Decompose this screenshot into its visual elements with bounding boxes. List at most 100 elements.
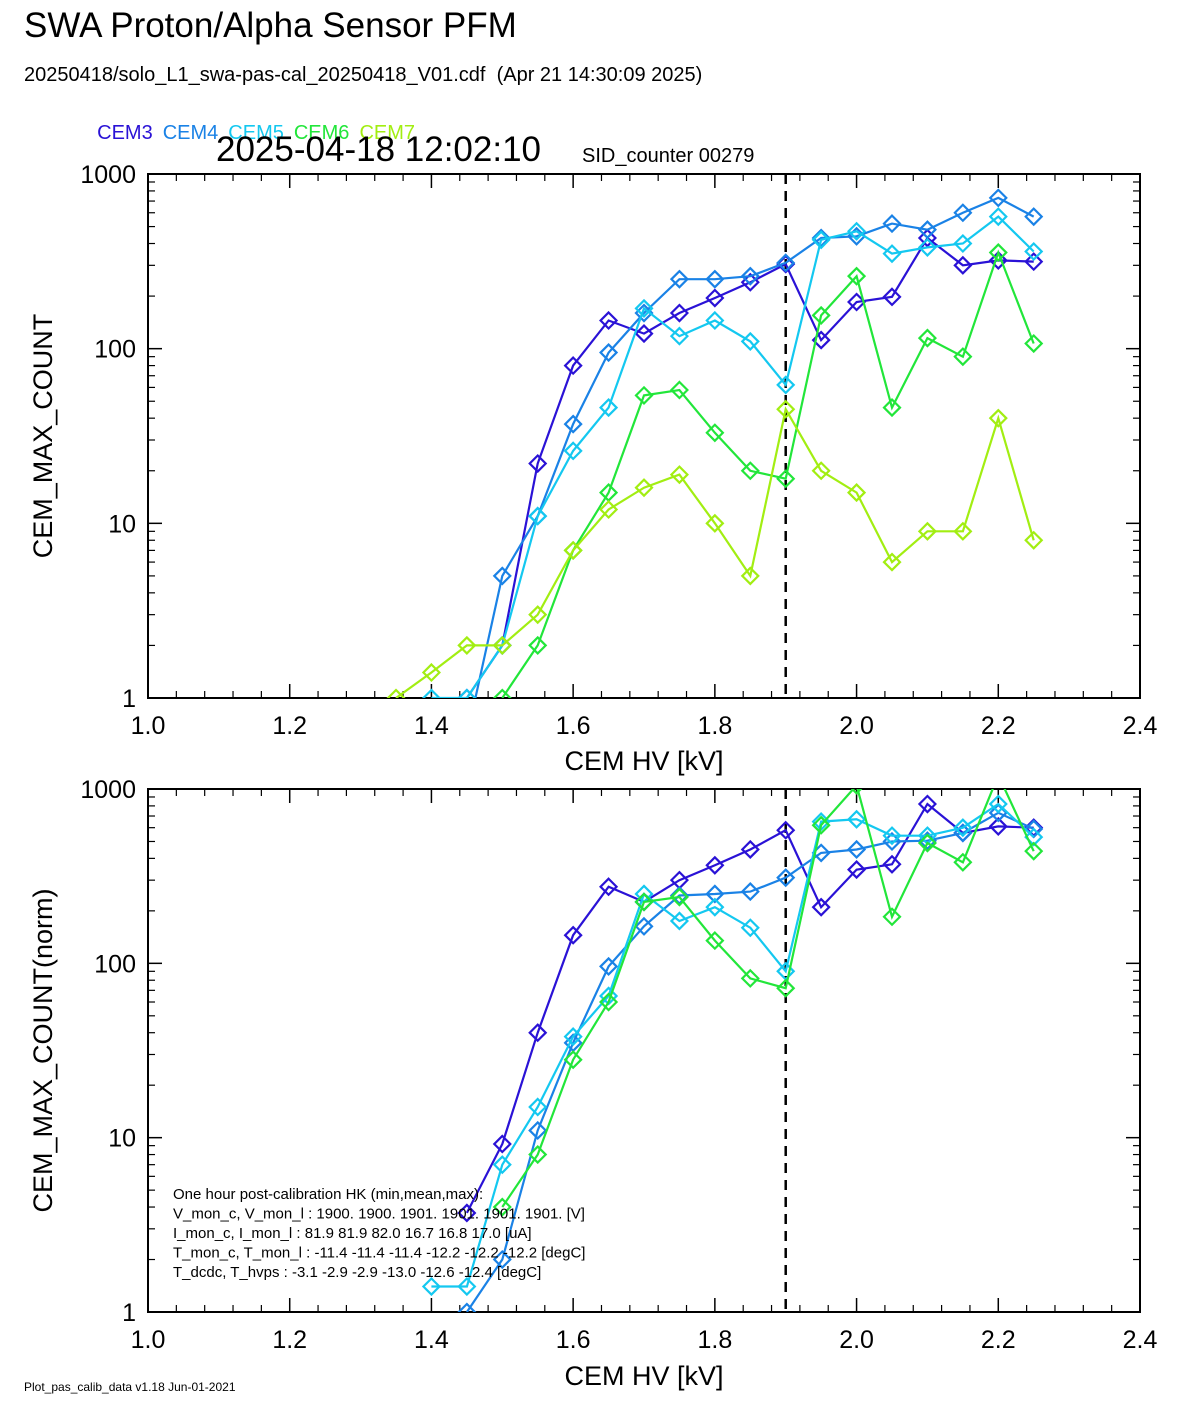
- data-point-cem3: [811, 897, 831, 917]
- y-tick-label: 1: [122, 685, 136, 713]
- file-subtitle: 20250418/solo_L1_swa-pas-cal_20250418_V0…: [24, 64, 703, 86]
- data-point-cem6: [1024, 841, 1044, 861]
- data-point-cem5: [917, 237, 937, 257]
- data-point-cem4: [917, 220, 937, 240]
- data-point-cem3: [492, 1134, 512, 1154]
- data-point-cem4: [740, 266, 760, 286]
- y-tick-label: 10: [108, 1125, 136, 1153]
- axes-frame: [147, 173, 1141, 699]
- data-point-cem6: [811, 305, 831, 325]
- x-tick-label: 1.2: [272, 1326, 307, 1354]
- data-point-cem3: [776, 820, 796, 840]
- data-point-cem7: [492, 635, 512, 655]
- x-tick-label: 1.8: [697, 712, 732, 740]
- data-point-cem5: [528, 506, 548, 526]
- data-point-cem7: [563, 540, 583, 560]
- data-point-cem7: [847, 483, 867, 503]
- data-point-cem3: [953, 255, 973, 275]
- data-point-cem6: [850, 789, 863, 795]
- chart-title: SWA Proton/Alpha Sensor PFM: [24, 6, 517, 45]
- hk-line: V_mon_c, V_mon_l : 1900. 1900. 1901. 190…: [173, 1206, 585, 1223]
- data-point-cem6: [669, 380, 689, 400]
- y-tick-label: 1000: [80, 776, 136, 804]
- data-point-cem6: [634, 385, 654, 405]
- legend: CEM3 CEM4 CEM5 CEM6 CEM7: [86, 99, 425, 145]
- data-point-cem6: [705, 423, 725, 443]
- data-point-cem5: [847, 221, 867, 241]
- data-point-cem5: [421, 1276, 441, 1297]
- data-point-cem4: [492, 1249, 512, 1270]
- data-point-cem3: [1024, 252, 1044, 272]
- data-point-cem5: [953, 233, 973, 254]
- data-point-cem6: [847, 266, 867, 286]
- data-point-cem3: [563, 356, 583, 376]
- plot-panel-2: 1.0 1.2 1.4 1.6 1.8 2.0 2.2 2.4 1 10 100 1000 CEM HV…: [28, 767, 1158, 1391]
- x-tick-label: 1.4: [414, 712, 449, 740]
- x-tick-label: 1.0: [131, 712, 166, 740]
- y-tick-label: 1: [122, 1299, 136, 1327]
- plot-panel-1: 1.0 1.2 1.4 1.6 1.8 2.0 2.2 2.4 1 10 100 1000 CEM HV…: [28, 161, 1157, 776]
- data-point-cem6: [528, 1145, 548, 1165]
- data-point-cem5: [988, 794, 1008, 814]
- data-point-cem6: [882, 398, 902, 418]
- data-point-cem7: [953, 521, 973, 541]
- data-point-cem6: [740, 968, 760, 988]
- data-point-cem4: [634, 916, 654, 936]
- data-point-cem3: [634, 324, 654, 344]
- data-point-cem5: [669, 911, 689, 931]
- data-point-cem3: [528, 453, 548, 474]
- series-line-cem3: [465, 802, 1034, 1214]
- y-axis-label: CEM_MAX_COUNT: [28, 314, 58, 559]
- data-point-cem7: [386, 688, 406, 698]
- data-point-cem3: [882, 287, 902, 307]
- hk-annotation: One hour post-calibration HK (min,mean,m…: [173, 1186, 585, 1281]
- data-point-cem6: [811, 815, 831, 835]
- data-point-cem6: [1024, 333, 1044, 354]
- data-point-cem6: [492, 688, 512, 698]
- data-point-cem6: [669, 887, 689, 907]
- data-point-cem6: [599, 992, 619, 1012]
- legend-item-cem3: CEM3: [97, 122, 153, 144]
- data-point-cem5: [882, 826, 902, 846]
- data-point-cem5: [1024, 827, 1044, 847]
- y-tick-label: 100: [94, 950, 136, 978]
- data-point-cem6: [953, 347, 973, 367]
- x-tick-label: 2.2: [981, 1326, 1016, 1354]
- data-point-cem4: [492, 566, 512, 586]
- x-tick-label: 2.4: [1123, 1326, 1158, 1354]
- series-line-cem6: [501, 789, 1035, 1208]
- data-point-cem5: [1024, 241, 1044, 262]
- y-tick-label: 100: [94, 336, 136, 364]
- series-line-cem5: [431, 215, 1035, 698]
- data-point-cem6: [528, 635, 548, 655]
- data-point-cem4: [776, 868, 796, 888]
- data-point-cem7: [599, 499, 619, 520]
- x-tick-label: 1.6: [556, 712, 591, 740]
- data-point-cem3: [669, 303, 689, 323]
- data-point-cem5: [847, 809, 867, 829]
- data-point-cem7: [634, 478, 654, 498]
- footer-version: Plot_pas_calib_data v1.18 Jun-01-2021: [24, 1380, 236, 1394]
- y-axis-label: CEM_MAX_COUNT(norm): [28, 888, 58, 1212]
- data-point-cem3: [847, 860, 867, 880]
- x-tick-label: 1.6: [556, 1326, 591, 1354]
- data-point-cem4: [882, 214, 902, 234]
- data-point-cem7: [811, 461, 831, 481]
- data-point-cem4: [705, 884, 725, 904]
- hk-line: I_mon_c, I_mon_l : 81.9 81.9 82.0 16.7 1…: [173, 1225, 532, 1242]
- data-point-cem6: [990, 767, 1006, 783]
- data-point-cem5: [457, 1276, 477, 1297]
- data-point-cem7: [917, 521, 937, 541]
- legend-item-cem5: CEM5: [228, 122, 284, 144]
- data-point-cem5: [599, 398, 619, 418]
- data-point-cem7: [457, 635, 477, 655]
- data-point-cem6: [492, 1197, 512, 1217]
- data-point-cem5: [457, 688, 477, 698]
- data-point-cem7: [421, 662, 441, 683]
- data-point-cem4: [811, 228, 831, 248]
- data-point-cem3: [917, 794, 937, 814]
- data-point-cem3: [740, 839, 760, 860]
- x-axis-label: CEM HV [kV]: [564, 1361, 723, 1391]
- hk-line: T_mon_c, T_mon_l : -11.4 -11.4 -11.4 -12…: [173, 1245, 585, 1262]
